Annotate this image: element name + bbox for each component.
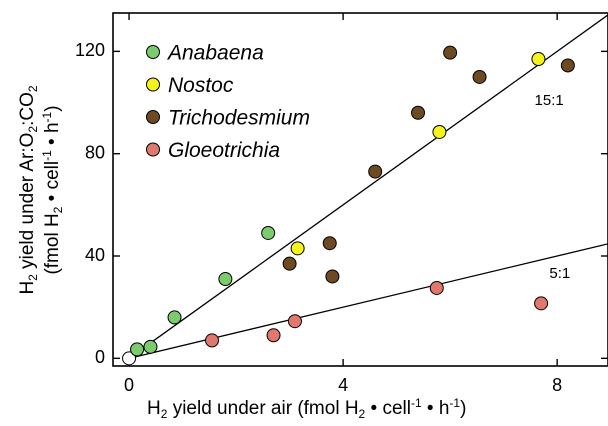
data-point-anabaena	[143, 339, 158, 354]
x-tick-label: 8	[552, 375, 562, 395]
data-point-trichodesmium	[443, 45, 458, 60]
data-point-gloeotrichia	[287, 314, 302, 329]
data-point-gloeotrichia	[266, 328, 281, 343]
legend-marker-nostoc	[146, 77, 160, 92]
data-point-gloeotrichia	[534, 296, 549, 311]
data-point-anabaena	[167, 310, 182, 325]
y-tick-label: 40	[85, 245, 105, 265]
legend-marker-anabaena	[146, 45, 160, 59]
plot-frame	[112, 12, 608, 367]
x-axis-title: H2 yield under air (fmol H2 • cell-1 • h…	[147, 396, 467, 421]
legend-label-nostoc: Nostoc	[168, 74, 234, 97]
data-point-nostoc	[290, 241, 305, 256]
data-point-anabaena	[218, 272, 233, 287]
data-point-nostoc	[531, 52, 546, 67]
fit-line-label-5-1: 5:1	[549, 265, 570, 282]
legend-label-trichodesmium: Trichodesmium	[168, 107, 310, 130]
fit-line-15-1	[128, 14, 608, 359]
data-point-trichodesmium	[472, 69, 487, 84]
data-point-gloeotrichia	[205, 333, 219, 348]
y-tick-label: 0	[95, 347, 105, 367]
y-tick-label: 120	[75, 40, 105, 60]
data-point-anabaena	[130, 342, 145, 357]
legend-label-gloeotrichia: Gloeotrichia	[168, 139, 280, 162]
legend-marker-trichodesmium	[146, 110, 160, 124]
legend-label-anabaena: Anabaena	[166, 42, 264, 65]
fit-line-label-15-1: 15:1	[535, 92, 564, 109]
data-point-gloeotrichia	[429, 280, 444, 295]
x-tick-label: 4	[338, 375, 348, 395]
data-point-trichodesmium	[411, 105, 426, 120]
legend-marker-gloeotrichia	[146, 142, 160, 157]
data-point-nostoc	[432, 124, 447, 139]
y-tick-label: 80	[85, 142, 105, 162]
data-point-anabaena	[261, 225, 276, 240]
origin-data-point	[122, 351, 137, 366]
data-point-trichodesmium	[368, 164, 383, 179]
data-point-trichodesmium	[322, 236, 337, 251]
x-tick-label: 0	[124, 375, 134, 395]
data-point-trichodesmium	[282, 256, 297, 271]
data-point-trichodesmium	[560, 58, 575, 73]
data-point-trichodesmium	[325, 269, 340, 284]
